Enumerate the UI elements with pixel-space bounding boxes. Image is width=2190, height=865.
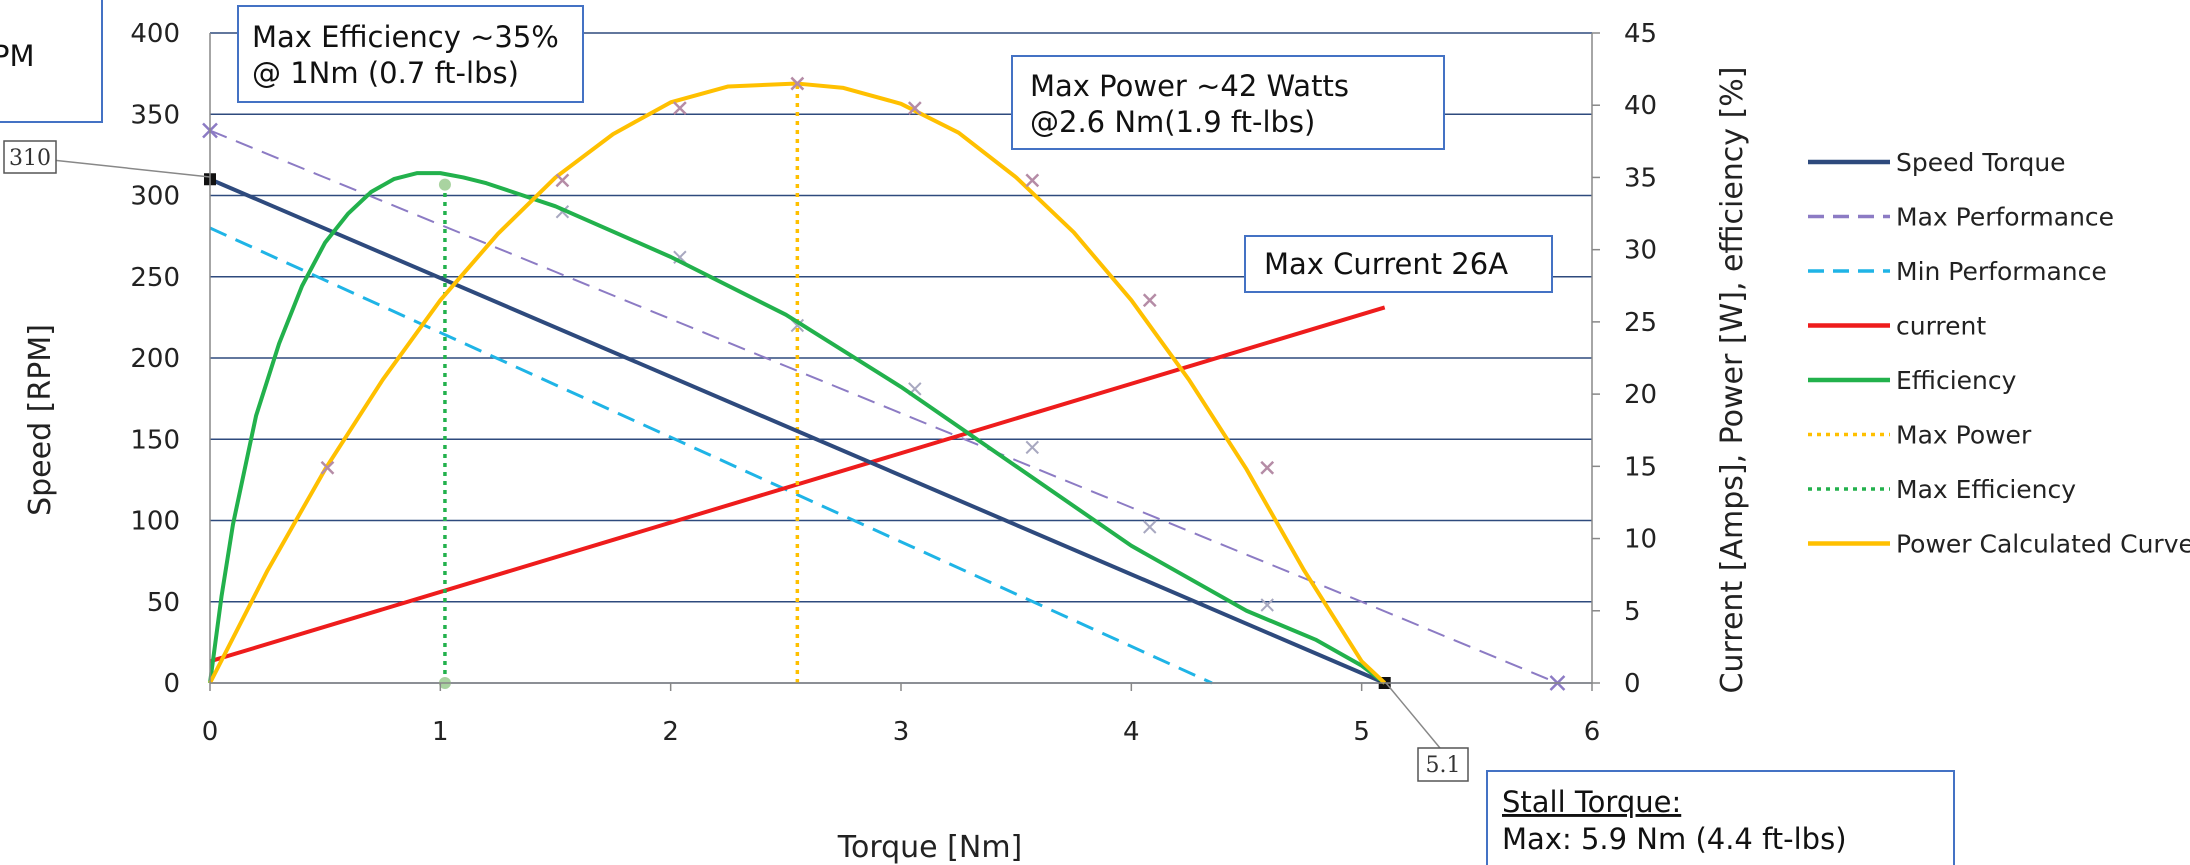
right-y-tick-40: 40	[1624, 91, 1657, 121]
faint-marker-6	[1143, 520, 1157, 534]
power-curve-marker-6	[1025, 173, 1040, 188]
power-curve-marker-8	[1260, 460, 1275, 475]
left-y-tick-250: 250	[130, 263, 180, 293]
annotation-stall-torque-max: Max: 5.9 Nm (4.4 ft-lbs)	[1502, 822, 1847, 856]
annotation-partial-top-left: PM	[0, 0, 103, 123]
right-y-tick-0: 0	[1624, 669, 1641, 699]
left-y-tick-350: 350	[130, 100, 180, 130]
right-y-tick-25: 25	[1624, 308, 1657, 338]
right-y-tick-20: 20	[1624, 380, 1657, 410]
x-tick-3: 3	[893, 717, 910, 747]
right-y-tick-labels: 0 5 10 15 20 25 30 35 40 45	[1592, 19, 1657, 699]
right-y-axis-title: Current [Amps], Power [W], efficiency [%…	[1715, 67, 1750, 694]
legend-label-max-efficiency: Max Efficiency	[1896, 475, 2076, 504]
right-y-tick-5: 5	[1624, 597, 1641, 627]
right-y-tick-15: 15	[1624, 452, 1657, 482]
annotation-partial-text: PM	[0, 39, 35, 73]
annotation-stall-torque: Stall Torque: Max: 5.9 Nm (4.4 ft-lbs)	[1486, 770, 1955, 865]
right-y-tick-35: 35	[1624, 163, 1657, 193]
x-tick-0: 0	[202, 717, 219, 747]
annotation-max-efficiency-line1: Max Efficiency ~35%	[252, 20, 559, 54]
series-layer	[202, 76, 1566, 691]
power-curve-marker-2	[555, 173, 570, 188]
legend-label-max-power: Max Power	[1896, 421, 2032, 450]
power-curve-marker-7	[1142, 293, 1157, 308]
power-curve-marker-4	[790, 76, 805, 91]
power-curve-marker-3	[672, 101, 687, 115]
legend: Speed Torque Max Performance Min Performan…	[1808, 148, 2190, 559]
annotations: PM Max Efficiency ~35% @ 1Nm (0.7 ft-lbs…	[0, 0, 1955, 865]
x-tick-2: 2	[662, 717, 679, 747]
annotation-max-current-line1: Max Current 26A	[1264, 247, 1508, 281]
annotation-max-power-line1: Max Power ~42 Watts	[1030, 69, 1349, 103]
left-y-tick-150: 150	[130, 425, 180, 455]
x-tick-1: 1	[432, 717, 449, 747]
series-speed-torque	[209, 177, 1386, 685]
annotation-stall-torque-title: Stall Torque:	[1502, 785, 1681, 819]
legend-label-speed-torque: Speed Torque	[1896, 148, 2066, 177]
left-y-tick-400: 400	[130, 19, 180, 49]
legend-label-min-performance: Min Performance	[1896, 257, 2107, 286]
x-axis-title: Torque [Nm]	[837, 830, 1023, 865]
left-y-axis-title: Speed [RPM]	[23, 324, 58, 516]
x-tick-labels: 0 1 2 3 4 5 6	[202, 683, 1601, 747]
legend-label-power-calculated-curve: Power Calculated Curve	[1896, 530, 2190, 559]
left-y-tick-200: 200	[130, 344, 180, 374]
left-y-tick-0: 0	[163, 669, 180, 699]
faint-marker-7	[1260, 598, 1274, 612]
x-tick-6: 6	[1584, 717, 1601, 747]
max-efficiency-marker-2	[438, 178, 451, 191]
annotation-max-current: Max Current 26A	[1244, 235, 1553, 293]
series-efficiency	[208, 171, 1386, 685]
point-label-stall: 5.1	[1385, 682, 1469, 782]
power-curve-marker-5	[907, 101, 922, 115]
legend-label-max-performance: Max Performance	[1896, 203, 2114, 232]
annotation-max-efficiency-line2: @ 1Nm (0.7 ft-lbs)	[252, 56, 519, 90]
series-min-performance	[209, 226, 1213, 685]
x-tick-5: 5	[1353, 717, 1370, 747]
annotation-max-efficiency: Max Efficiency ~35% @ 1Nm (0.7 ft-lbs)	[237, 5, 584, 103]
right-y-tick-10: 10	[1624, 525, 1657, 555]
left-y-tick-100: 100	[130, 507, 180, 537]
point-label-5-1: 5.1	[1426, 753, 1461, 778]
left-y-tick-labels: 0 50 100 150 200 250 300 350 400	[130, 19, 180, 699]
annotation-max-power: Max Power ~42 Watts @2.6 Nm(1.9 ft-lbs)	[1011, 55, 1445, 150]
x-tick-4: 4	[1123, 717, 1140, 747]
right-y-tick-45: 45	[1624, 19, 1657, 49]
series-power-calculated-curve	[208, 81, 1387, 685]
faint-marker-5	[1025, 440, 1039, 455]
right-y-tick-30: 30	[1624, 236, 1657, 266]
legend-label-efficiency: Efficiency	[1896, 366, 2017, 395]
point-label-no-load-speed: 310	[3, 140, 211, 178]
series-max-performance	[209, 129, 1558, 684]
point-label-310: 310	[9, 146, 51, 171]
power-curve-marker-1	[320, 460, 335, 475]
legend-label-current: current	[1896, 312, 1986, 341]
left-y-tick-50: 50	[147, 588, 180, 618]
annotation-max-power-line2: @2.6 Nm(1.9 ft-lbs)	[1030, 105, 1315, 139]
left-y-tick-300: 300	[130, 182, 180, 212]
